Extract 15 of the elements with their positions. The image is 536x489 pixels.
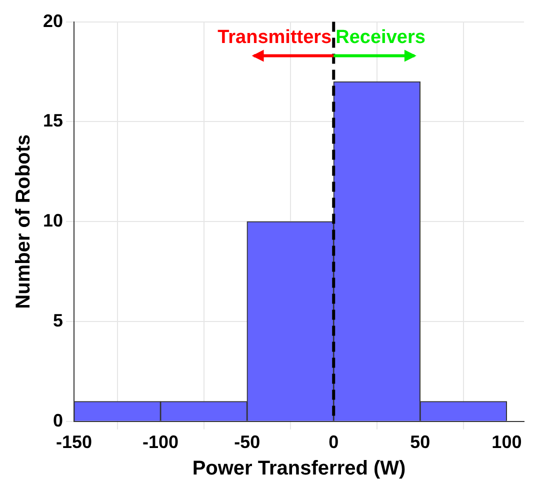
annotation: Transmitters	[218, 27, 332, 48]
y-axis-title: Number of Robots	[12, 134, 35, 309]
x-tick-label: 0	[328, 432, 339, 452]
y-tick-label: 5	[53, 310, 64, 330]
x-axis-title: Power Transferred (W)	[192, 458, 406, 480]
y-tick-label: 15	[42, 110, 64, 131]
x-tick-label: -100	[142, 432, 179, 452]
y-tick-label: 20	[42, 10, 64, 31]
y-tick-label: 10	[42, 210, 64, 231]
x-tick-label: -50	[234, 432, 260, 452]
y-tick-label: 0	[53, 410, 64, 430]
annotation: Receivers	[336, 27, 426, 48]
x-tick-label: 50	[410, 432, 430, 452]
x-tick-label: -150	[56, 432, 92, 452]
x-tick-label: 100	[492, 432, 522, 452]
